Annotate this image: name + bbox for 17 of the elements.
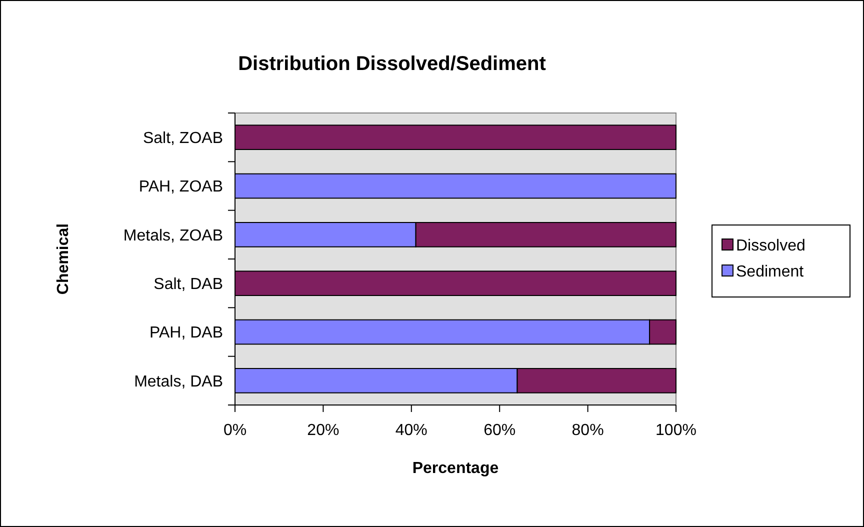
- x-tick-label: 40%: [395, 422, 428, 439]
- legend-label: Dissolved: [736, 238, 806, 255]
- x-axis-title: Percentage: [412, 460, 499, 477]
- legend-label: Sediment: [736, 264, 804, 281]
- y-tick-label: Metals, DAB: [134, 373, 223, 390]
- y-tick-label: Metals, ZOAB: [123, 227, 223, 244]
- chart-title: Distribution Dissolved/Sediment: [238, 53, 546, 75]
- x-tick-label: 60%: [484, 422, 516, 439]
- x-tick-label: 100%: [656, 422, 696, 439]
- y-tick-label: Salt, ZOAB: [142, 130, 223, 147]
- x-tick-label: 80%: [572, 422, 604, 439]
- x-tick-label: 20%: [307, 422, 340, 439]
- y-tick-label: PAH, DAB: [150, 324, 223, 342]
- y-tick-label: PAH, ZOAB: [138, 178, 223, 196]
- y-tick-label: Salt, DAB: [154, 276, 223, 293]
- x-tick-label: 0%: [223, 422, 247, 439]
- y-axis-title: Chemical: [55, 223, 72, 295]
